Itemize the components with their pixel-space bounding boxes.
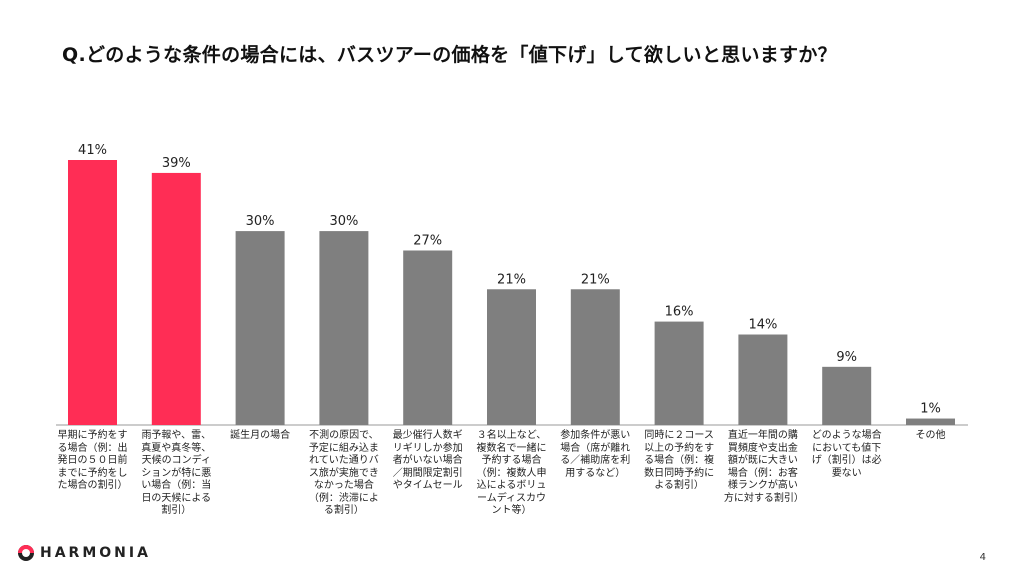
data-label-1: 41%: [78, 143, 107, 158]
category-label-5: 最少催行人数ギリギリしか参加者がいない場合／期間限定割引やタイムセール: [392, 430, 463, 491]
bar-4: [319, 231, 369, 425]
bar-7: [570, 289, 620, 425]
logo-icon: [18, 545, 34, 561]
category-label-11: その他: [915, 430, 946, 441]
category-label-2: 雨予報や、雷、真夏や真冬等、天候のコンディションが特に悪い場合（例：当日の天候に…: [141, 430, 212, 516]
brand-logo: HARMONIA: [18, 545, 151, 561]
bar-2: [151, 172, 201, 425]
data-label-7: 21%: [581, 272, 610, 287]
data-label-4: 30%: [329, 214, 358, 229]
brand-name: HARMONIA: [40, 545, 151, 561]
bar-11: [906, 418, 955, 425]
data-label-5: 27%: [413, 233, 442, 248]
page-number: 4: [979, 552, 986, 563]
category-label-1: 早期に予約をする場合（例：出発日の５０日前までに予約をした場合の割引）: [57, 430, 128, 491]
category-label-8: 同時に２コース以上の予約をする場合（例：複数日同時予約による割引）: [644, 430, 715, 491]
data-label-3: 30%: [246, 214, 275, 229]
category-label-3: 誕生月の場合: [230, 430, 291, 441]
bar-1: [68, 160, 117, 425]
data-label-8: 16%: [665, 305, 694, 320]
bar-10: [822, 366, 872, 425]
category-label-7: 参加条件が悪い場合（席が離れる／補助席を利用するなど）: [560, 430, 631, 479]
bar-6: [487, 289, 536, 425]
category-label-4: 不測の原因で、予定に組み込まれていた通りバス旅が実施できなかった場合（例：渋滞に…: [308, 430, 379, 516]
chart-title: Q.どのような条件の場合には、バスツアーの価格を「値下げ」して欲しいと思いますか…: [62, 44, 837, 66]
data-label-11: 1%: [920, 402, 941, 417]
category-label-10: どのような場合においても値下げ（割引）は必要ない: [811, 430, 882, 479]
category-label-9: 直近一年間の購買頻度や支出金額が既に大きい場合（例：お客様ランクが高い方に対する…: [723, 430, 804, 504]
data-label-6: 21%: [497, 272, 526, 287]
data-label-10: 9%: [836, 350, 857, 365]
data-label-9: 14%: [748, 318, 777, 333]
bar-8: [654, 321, 704, 425]
bar-3: [235, 231, 285, 425]
category-label-6: ３名以上など、複数名で一緒に予約する場合（例：複数人申込によるボリュームディスカ…: [476, 430, 547, 516]
bar-9: [738, 334, 788, 425]
bar-5: [403, 250, 453, 425]
data-label-2: 39%: [162, 156, 191, 171]
